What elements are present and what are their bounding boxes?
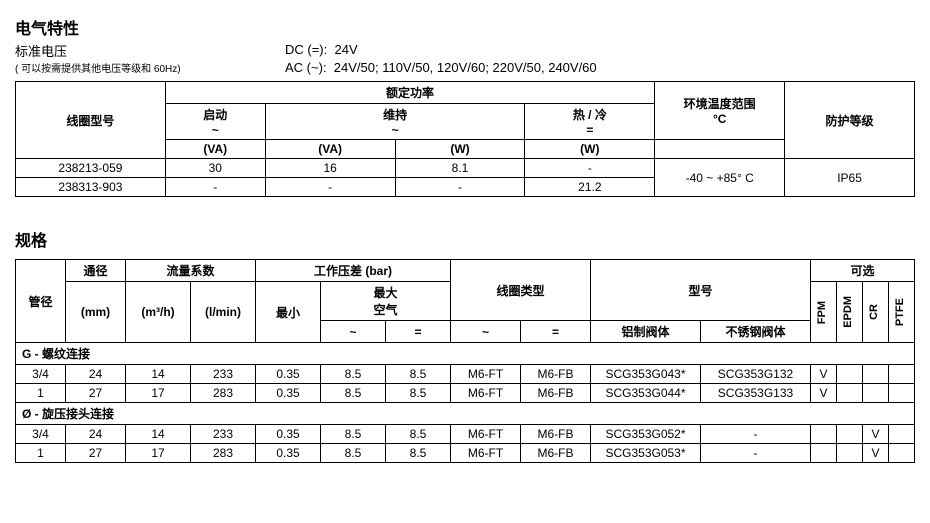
hdr-coil: 线圈型号	[16, 82, 166, 159]
hdr-min: 最小	[256, 282, 321, 343]
hdr-temp: 环境温度范围°C	[655, 82, 785, 140]
hdr-hold: 维持~	[265, 104, 525, 140]
hdr-rated: 额定功率	[165, 82, 654, 104]
dc-label: DC (=):	[285, 42, 327, 57]
elec-note: ( 可以按需提供其他电压等级和 60Hz)	[15, 60, 285, 75]
ac-label: AC (~):	[285, 60, 327, 75]
voltage-block: 标准电压 ( 可以按需提供其他电压等级和 60Hz) DC (=): 24V A…	[15, 41, 915, 77]
hdr-va2: (VA)	[265, 140, 395, 159]
hdr-ct-tilde: ~	[451, 321, 521, 343]
hdr-options: 可选	[811, 260, 915, 282]
hdr-temp-blank	[655, 140, 785, 159]
hdr-al: 铝制阀体	[591, 321, 701, 343]
hdr-bore: 通径	[66, 260, 126, 282]
group-row: Ø - 旋压接头连接	[16, 403, 915, 425]
elec-row: 238213-059 30 16 8.1 - -40 ~ +85° C IP65	[16, 159, 915, 178]
ip-val: IP65	[785, 159, 915, 197]
hdr-max: 最大空气	[321, 282, 451, 321]
hdr-lmin: (l/min)	[191, 282, 256, 343]
hdr-fpm: FPM	[811, 282, 837, 343]
hdr-m3h: (m³/h)	[126, 282, 191, 343]
hdr-coiltype: 线圈类型	[451, 260, 591, 321]
hdr-w2: (W)	[525, 140, 655, 159]
hdr-tilde: ~	[321, 321, 386, 343]
hdr-dp: 工作压差 (bar)	[256, 260, 451, 282]
spec-row: 127172830.358.58.5M6-FTM6-FBSCG353G044*S…	[16, 384, 915, 403]
spec-row: 3/424142330.358.58.5M6-FTM6-FBSCG353G043…	[16, 365, 915, 384]
hdr-ct-eq: =	[521, 321, 591, 343]
hdr-mm: (mm)	[66, 282, 126, 343]
hdr-model: 型号	[591, 260, 811, 321]
elec-subtitle: 标准电压	[15, 41, 285, 60]
hdr-hotcold: 热 / 冷=	[525, 104, 655, 140]
temp-val: -40 ~ +85° C	[655, 159, 785, 197]
spec-table: 管径 通径 流量系数 工作压差 (bar) 线圈类型 型号 可选 (mm) (m…	[15, 259, 915, 463]
spec-row: 3/424142330.358.58.5M6-FTM6-FBSCG353G052…	[16, 425, 915, 444]
hdr-pipe: 管径	[16, 260, 66, 343]
hdr-ip: 防护等级	[785, 82, 915, 159]
dc-val: 24V	[334, 42, 357, 57]
hdr-start: 启动~	[165, 104, 265, 140]
spec-title: 规格	[15, 227, 915, 251]
hdr-flow: 流量系数	[126, 260, 256, 282]
hdr-w1: (W)	[395, 140, 525, 159]
hdr-va1: (VA)	[165, 140, 265, 159]
elec-title: 电气特性	[15, 15, 915, 39]
group-row: G - 螺纹连接	[16, 343, 915, 365]
ac-val: 24V/50; 110V/50, 120V/60; 220V/50, 240V/…	[334, 60, 597, 75]
hdr-ptfe: PTFE	[889, 282, 915, 343]
hdr-ss: 不锈钢阀体	[701, 321, 811, 343]
hdr-cr: CR	[863, 282, 889, 343]
elec-table: 线圈型号 额定功率 环境温度范围°C 防护等级 启动~ 维持~ 热 / 冷= (…	[15, 81, 915, 197]
hdr-eq: =	[386, 321, 451, 343]
hdr-epdm: EPDM	[837, 282, 863, 343]
spec-row: 127172830.358.58.5M6-FTM6-FBSCG353G053*-…	[16, 444, 915, 463]
